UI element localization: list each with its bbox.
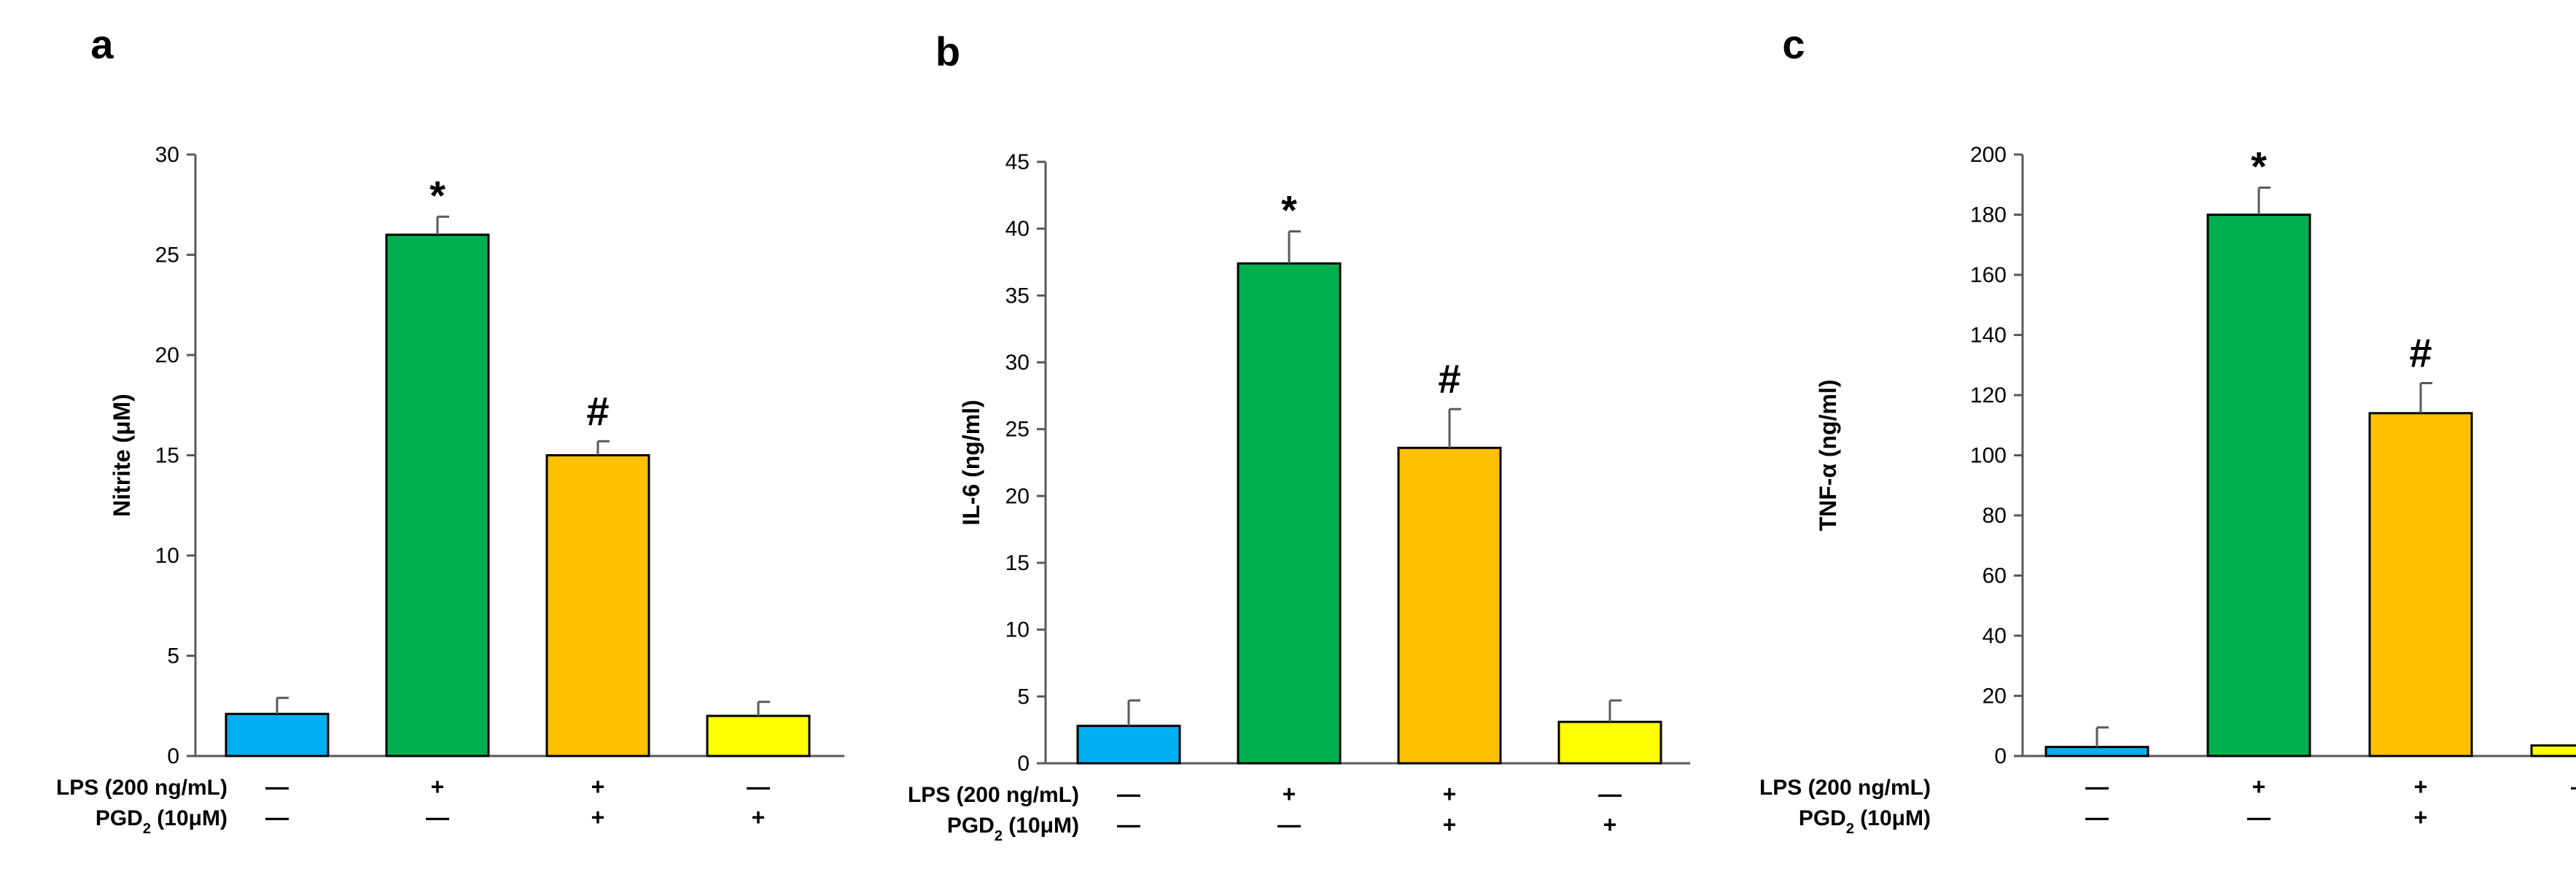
treatment-symbol: —: [1277, 811, 1301, 838]
y-tick-label: 45: [1005, 150, 1030, 174]
y-axis-label: TNF-α (ng/ml): [1815, 379, 1841, 531]
y-tick-label: 40: [1982, 624, 2007, 648]
panel-a: a 0 5 10 15 20 25 30 Nitrite (μM) * # LPS (200 ng/m…: [56, 21, 844, 837]
bar: [545, 454, 650, 757]
panel-b: b 0 5 10 15 20 25 30 35 40 45 IL-6 (ng/ml) * # LPS (20…: [908, 28, 1690, 844]
y-tick-label: 80: [1982, 504, 2007, 528]
y-tick-label: 60: [1982, 564, 2007, 588]
treatment-symbol: —: [2085, 773, 2109, 800]
y-axis-label: IL-6 (ng/ml): [958, 400, 984, 525]
treatment-symbol: +: [2414, 804, 2428, 830]
y-tick-label: 30: [1005, 351, 1030, 375]
treatment-label: PGD2 (10μM): [96, 806, 227, 837]
treatment-symbol: —: [1598, 781, 1622, 807]
y-tick-label: 160: [1970, 263, 2007, 287]
treatment-symbol: —: [1117, 781, 1140, 807]
bar: [225, 712, 330, 757]
treatment-symbol: —: [426, 804, 449, 830]
y-tick-label: 25: [1005, 418, 1030, 442]
bar: [1397, 446, 1502, 765]
treatment-label: PGD2 (10μM): [1799, 806, 1931, 837]
bar: [2530, 744, 2576, 757]
y-tick-label: 180: [1970, 203, 2007, 227]
treatment-symbol: —: [1117, 811, 1140, 838]
significance-marker: *: [2251, 143, 2267, 189]
significance-marker: #: [586, 388, 609, 434]
treatment-symbol: —: [2247, 804, 2270, 830]
y-tick-label: 5: [167, 644, 179, 669]
treatment-symbol: +: [591, 773, 605, 800]
treatment-symbol: +: [1443, 811, 1457, 838]
treatment-symbol: +: [591, 804, 605, 830]
treatment-symbol: +: [2414, 773, 2428, 800]
y-tick-label: 0: [1994, 744, 2007, 768]
panel-letter: b: [935, 28, 960, 74]
y-tick-label: 15: [155, 444, 179, 468]
significance-marker: *: [1281, 187, 1297, 233]
significance-marker: *: [429, 172, 445, 218]
treatment-label: LPS (200 ng/mL): [1759, 776, 1931, 800]
y-tick-label: 40: [1005, 217, 1030, 241]
treatment-label: PGD2 (10μM): [947, 814, 1079, 844]
y-tick-label: 20: [1005, 484, 1030, 508]
y-tick-label: 200: [1970, 143, 2007, 167]
y-tick-label: 10: [1005, 618, 1030, 642]
y-axis-label: Nitrite (μM): [109, 394, 135, 517]
significance-marker: #: [2409, 330, 2432, 376]
y-tick-label: 25: [155, 243, 179, 268]
y-tick-label: 0: [1017, 752, 1030, 776]
bar: [1237, 262, 1342, 765]
treatment-symbol: —: [2085, 804, 2109, 830]
y-tick-label: 5: [1017, 685, 1030, 709]
y-tick-label: 30: [155, 143, 179, 167]
bar: [385, 233, 490, 757]
y-tick-label: 20: [155, 343, 179, 367]
treatment-symbol: +: [752, 804, 766, 830]
treatment-symbol: —: [265, 773, 289, 800]
bar: [2206, 214, 2311, 757]
panel-c: c 0 20 40 60 80 100 120 140 160 180 200 TNF-α (ng/ml…: [1759, 21, 2576, 837]
panel-letter: c: [1782, 21, 1805, 67]
treatment-symbol: —: [265, 804, 289, 830]
bar: [706, 714, 811, 757]
treatment-symbol: +: [1443, 781, 1457, 807]
treatment-label: LPS (200 ng/mL): [908, 783, 1079, 807]
treatment-symbol: +: [2252, 773, 2266, 800]
y-tick-label: 15: [1005, 551, 1030, 575]
y-tick-label: 35: [1005, 284, 1030, 308]
treatment-label: LPS (200 ng/mL): [56, 776, 227, 800]
treatment-symbol: —: [747, 773, 770, 800]
treatment-symbol: —: [2571, 773, 2576, 800]
y-tick-label: 20: [1982, 685, 2007, 709]
panel-letter: a: [90, 21, 114, 67]
y-tick-label: 0: [167, 744, 179, 768]
y-tick-label: 120: [1970, 383, 2007, 408]
y-tick-label: 140: [1970, 324, 2007, 348]
bar: [1557, 720, 1662, 765]
y-tick-label: 100: [1970, 444, 2007, 468]
treatment-symbol: +: [431, 773, 445, 800]
y-tick-label: 10: [155, 544, 179, 568]
bar: [2368, 412, 2473, 757]
bar: [2044, 746, 2149, 757]
treatment-symbol: +: [1603, 811, 1617, 838]
bar: [1076, 725, 1181, 765]
treatment-symbol: +: [1283, 781, 1296, 807]
significance-marker: #: [1438, 356, 1460, 402]
